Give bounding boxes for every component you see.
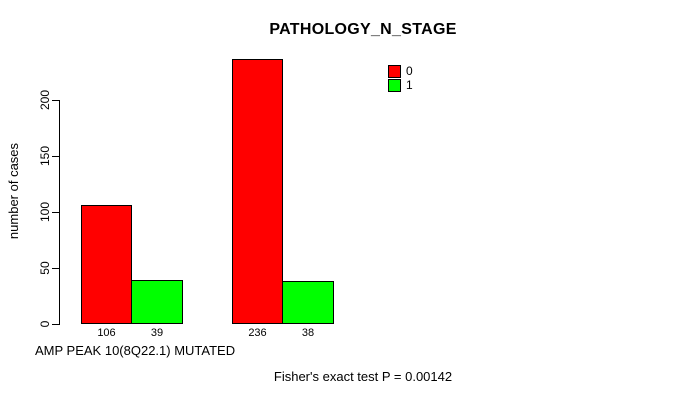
y-axis-label: number of cases	[6, 142, 21, 240]
y-tick-label-100: 100	[38, 201, 52, 223]
bar-value-label: 106	[97, 327, 116, 339]
x-axis-label: AMP PEAK 10(8Q22.1) MUTATED	[35, 343, 236, 358]
bar-value-label: 39	[150, 327, 164, 339]
y-tick-100	[52, 212, 60, 213]
bar-value-label: 236	[248, 327, 267, 339]
legend-swatch-1	[388, 79, 401, 92]
y-tick-label-200: 200	[38, 89, 52, 111]
y-tick-label-0: 0	[38, 320, 52, 328]
y-tick-50	[52, 268, 60, 269]
bar-series-1-group-1	[131, 280, 183, 324]
y-tick-200	[52, 100, 60, 101]
y-tick-150	[52, 156, 60, 157]
legend-label-0: 0	[406, 64, 413, 78]
y-tick-label-150: 150	[38, 145, 52, 167]
bar-series-1-group-2	[282, 281, 334, 324]
bar-series-0-group-1	[81, 205, 132, 324]
legend-label-1: 1	[406, 78, 413, 92]
bar-series-0-group-2	[232, 59, 283, 324]
legend-swatch-0	[388, 65, 401, 78]
fisher-test-note: Fisher's exact test P = 0.00142	[273, 369, 453, 384]
chart-title: PATHOLOGY_N_STAGE	[269, 21, 457, 38]
bar-value-label: 38	[301, 327, 315, 339]
y-tick-label-50: 50	[38, 261, 52, 275]
y-tick-0	[52, 324, 60, 325]
